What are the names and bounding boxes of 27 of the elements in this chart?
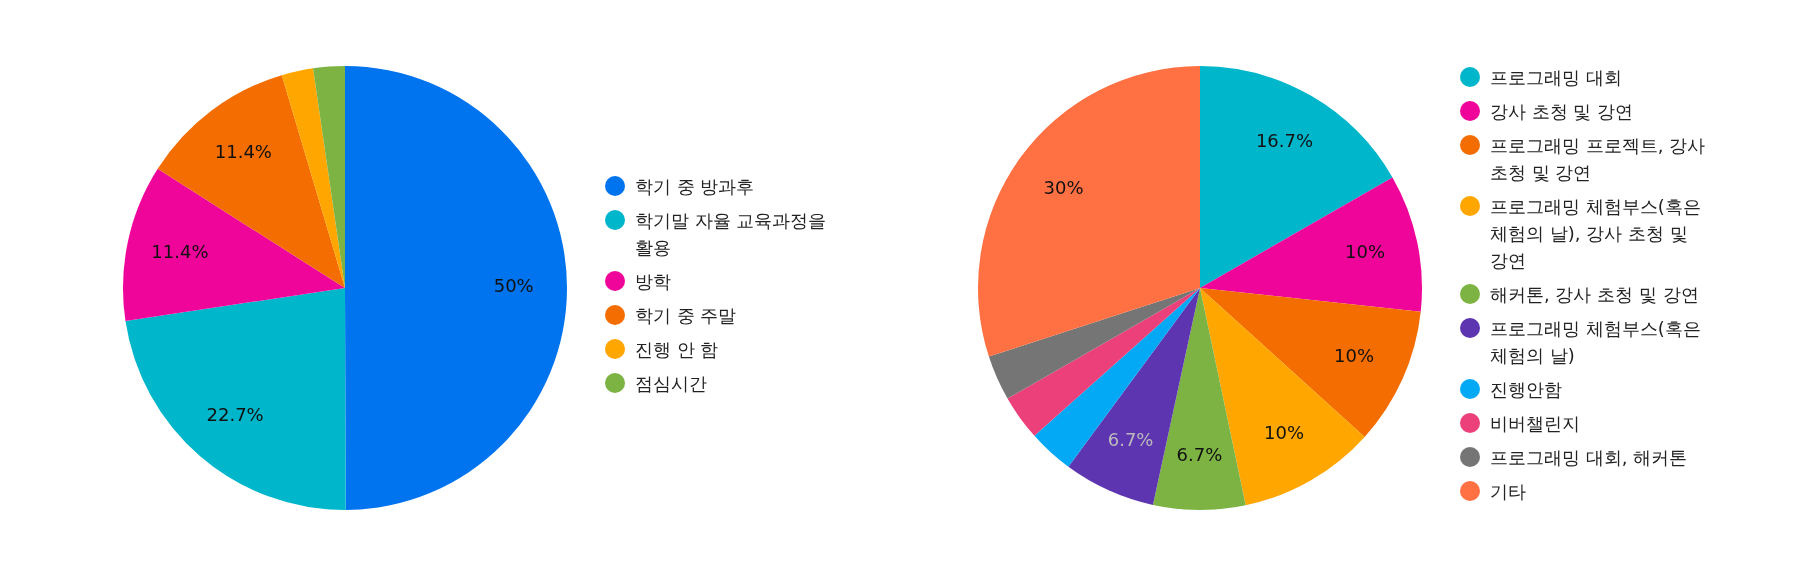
legend-label: 강사 초청 및 강연: [1490, 100, 1634, 124]
legend-label: 학기 중 주말: [635, 303, 737, 328]
legend-label: 프로그래밍 체험부스(혹은 체험의 날), 강사 초청 및 강연: [1490, 195, 1702, 273]
legend-label: 프로그래밍 프로젝트, 강사 초청 및 강연: [1490, 134, 1707, 185]
legend-label: 기타: [1490, 480, 1526, 504]
data-label: 16.7%: [1255, 129, 1314, 151]
legend-label: 점심시간: [635, 371, 707, 396]
legend-label: 방학: [635, 269, 671, 294]
data-label: 10%: [1345, 240, 1386, 262]
data-label: 10%: [1333, 344, 1374, 366]
legend-label: 프로그래밍 대회: [1490, 66, 1622, 90]
data-label: 22.7%: [206, 403, 264, 425]
legend-label: 프로그래밍 체험부스(혹은 체험의 날): [1490, 317, 1702, 368]
data-label: 6.7%: [1176, 444, 1223, 466]
legend-label: 비버챌린지: [1490, 412, 1580, 436]
legend-label: 학기 중 방과후: [635, 174, 755, 199]
data-label: 30%: [1043, 176, 1084, 198]
data-label: 10%: [1264, 421, 1305, 443]
data-label: 11.4%: [151, 240, 209, 262]
data-label: 50%: [493, 275, 534, 297]
legend-label: 진행안함: [1490, 378, 1562, 402]
data-label: 6.7%: [1107, 429, 1154, 451]
data-label: 11.4%: [214, 141, 272, 162]
legend-label: 진행 안 함: [635, 337, 719, 362]
legend-label: 프로그래밍 대회, 해커톤: [1490, 446, 1688, 470]
legend-label: 해커톤, 강사 초청 및 강연: [1490, 283, 1699, 307]
legend-label: 학기말 자율 교육과정을 활용: [635, 208, 828, 260]
